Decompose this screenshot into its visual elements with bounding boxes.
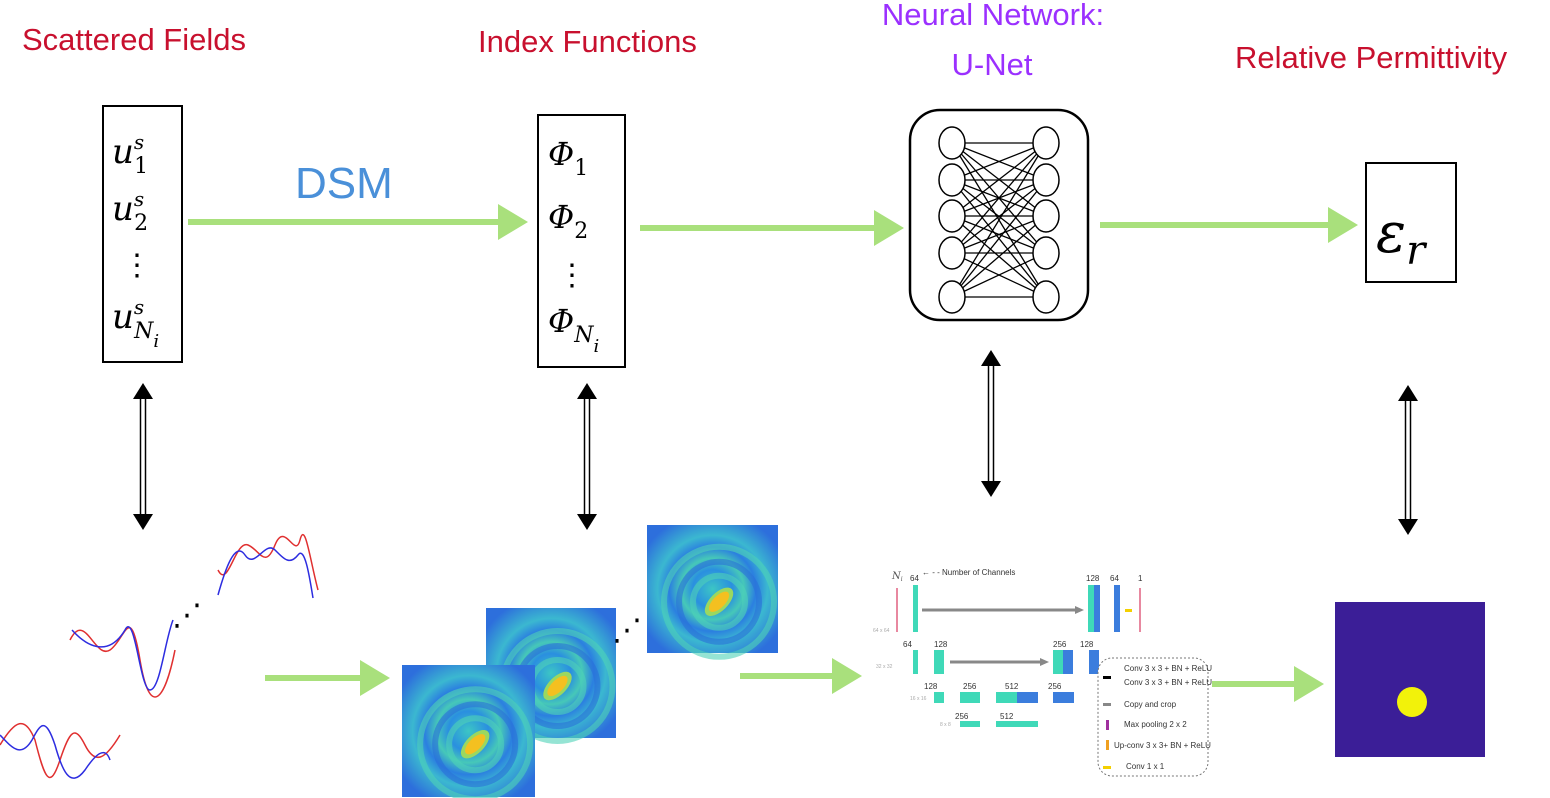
unet-channels-note: ← - - Number of Channels bbox=[922, 568, 1015, 577]
dsm-label: DSM bbox=[295, 159, 393, 208]
svg-text:512: 512 bbox=[1000, 712, 1014, 721]
svg-text:Max pooling 2 x 2: Max pooling 2 x 2 bbox=[1124, 720, 1187, 729]
svg-text:256: 256 bbox=[955, 712, 969, 721]
svg-text:256: 256 bbox=[963, 682, 977, 691]
scattered-field-plots bbox=[0, 533, 319, 779]
svg-text:32 x 32: 32 x 32 bbox=[876, 664, 893, 670]
nn-node bbox=[938, 280, 966, 314]
svg-text:1: 1 bbox=[1138, 574, 1143, 583]
svg-text:Φ2: Φ2 bbox=[548, 198, 588, 244]
nn-node bbox=[938, 126, 966, 160]
header-neural-network: Neural Network: bbox=[882, 0, 1104, 32]
svg-text:Conv 3 x 3 + BN + ReLU: Conv 3 x 3 + BN + ReLU bbox=[1124, 678, 1212, 687]
double-arrow bbox=[577, 383, 597, 530]
index-function-maps bbox=[402, 525, 778, 798]
wave-plot-1-imag bbox=[0, 724, 111, 779]
index-function-map bbox=[647, 525, 778, 660]
unet-input-label: Ni bbox=[891, 571, 903, 583]
svg-text:128: 128 bbox=[1086, 574, 1100, 583]
permittivity-symbol: εr bbox=[1376, 201, 1428, 274]
svg-text:ΦNi: ΦNi bbox=[548, 302, 599, 357]
header-unet: U-Net bbox=[952, 47, 1033, 82]
nn-node bbox=[938, 199, 966, 233]
plots-ellipsis: ⋰ bbox=[172, 598, 202, 633]
scattered-fields-box bbox=[102, 105, 183, 363]
index-function-map bbox=[402, 665, 535, 798]
svg-text:512: 512 bbox=[1005, 682, 1019, 691]
nn-node bbox=[1032, 236, 1060, 270]
scattered-fields-symbols: us 1 us 2 ⋮ us Ni bbox=[112, 130, 159, 352]
double-arrow bbox=[981, 350, 1001, 497]
nn-node bbox=[938, 163, 966, 197]
unet-legend bbox=[1097, 657, 1209, 777]
wave-plot-2-imag bbox=[71, 619, 174, 691]
permittivity-map bbox=[1335, 602, 1485, 757]
index-functions-box bbox=[537, 114, 626, 368]
svg-text:64: 64 bbox=[910, 574, 919, 583]
svg-text:Copy and crop: Copy and crop bbox=[1124, 700, 1177, 709]
svg-text:128: 128 bbox=[1080, 640, 1094, 649]
header-relative-permittivity: Relative Permittivity bbox=[1235, 40, 1508, 75]
wave-plot-3-real bbox=[217, 533, 319, 591]
svg-text:⋮: ⋮ bbox=[122, 248, 152, 283]
svg-text:Φ1: Φ1 bbox=[548, 135, 588, 181]
svg-text:16 x 16: 16 x 16 bbox=[910, 696, 927, 702]
permittivity-box bbox=[1365, 162, 1457, 283]
svg-text:128: 128 bbox=[934, 640, 948, 649]
permittivity-target bbox=[1397, 687, 1427, 717]
nn-node bbox=[1032, 199, 1060, 233]
svg-text:⋮: ⋮ bbox=[557, 258, 587, 293]
svg-text:8 x 8: 8 x 8 bbox=[940, 722, 951, 728]
svg-text:256: 256 bbox=[1048, 682, 1062, 691]
svg-text:128: 128 bbox=[924, 682, 938, 691]
svg-text:us2: us 2 bbox=[112, 187, 148, 236]
maps-ellipsis: ⋰ bbox=[612, 613, 642, 648]
nn-node bbox=[1032, 163, 1060, 197]
wave-plot-2-real bbox=[69, 627, 176, 698]
svg-text:Conv 1 x 1: Conv 1 x 1 bbox=[1126, 762, 1165, 771]
svg-text:64: 64 bbox=[1110, 574, 1119, 583]
svg-text:64: 64 bbox=[903, 640, 912, 649]
svg-text:Up-conv 3 x 3+ BN + ReLU: Up-conv 3 x 3+ BN + ReLU bbox=[1114, 741, 1211, 750]
correspondence-arrows bbox=[133, 350, 1418, 535]
double-arrow bbox=[1398, 385, 1418, 535]
header-index-functions: Index Functions bbox=[478, 24, 697, 59]
svg-text:64 x 64: 64 x 64 bbox=[873, 628, 890, 634]
nn-node bbox=[1032, 126, 1060, 160]
neural-network-icon bbox=[908, 108, 1090, 322]
unet-architecture: Ni ← - - Number of Channels 64 128 64 1 … bbox=[873, 568, 1212, 777]
nn-node bbox=[938, 236, 966, 270]
wave-plot-3-imag bbox=[217, 547, 314, 599]
svg-text:us1: us 1 bbox=[112, 130, 148, 179]
svg-text:256: 256 bbox=[1053, 640, 1067, 649]
wave-plot-1-real bbox=[0, 722, 121, 779]
index-functions-symbols: Φ1 Φ2 ⋮ ΦNi bbox=[548, 135, 599, 357]
double-arrow bbox=[133, 383, 153, 530]
header-scattered-fields: Scattered Fields bbox=[22, 22, 246, 57]
svg-text:Conv 3 x 3 + BN + ReLU: Conv 3 x 3 + BN + ReLU bbox=[1124, 664, 1212, 673]
nn-node bbox=[1032, 280, 1060, 314]
